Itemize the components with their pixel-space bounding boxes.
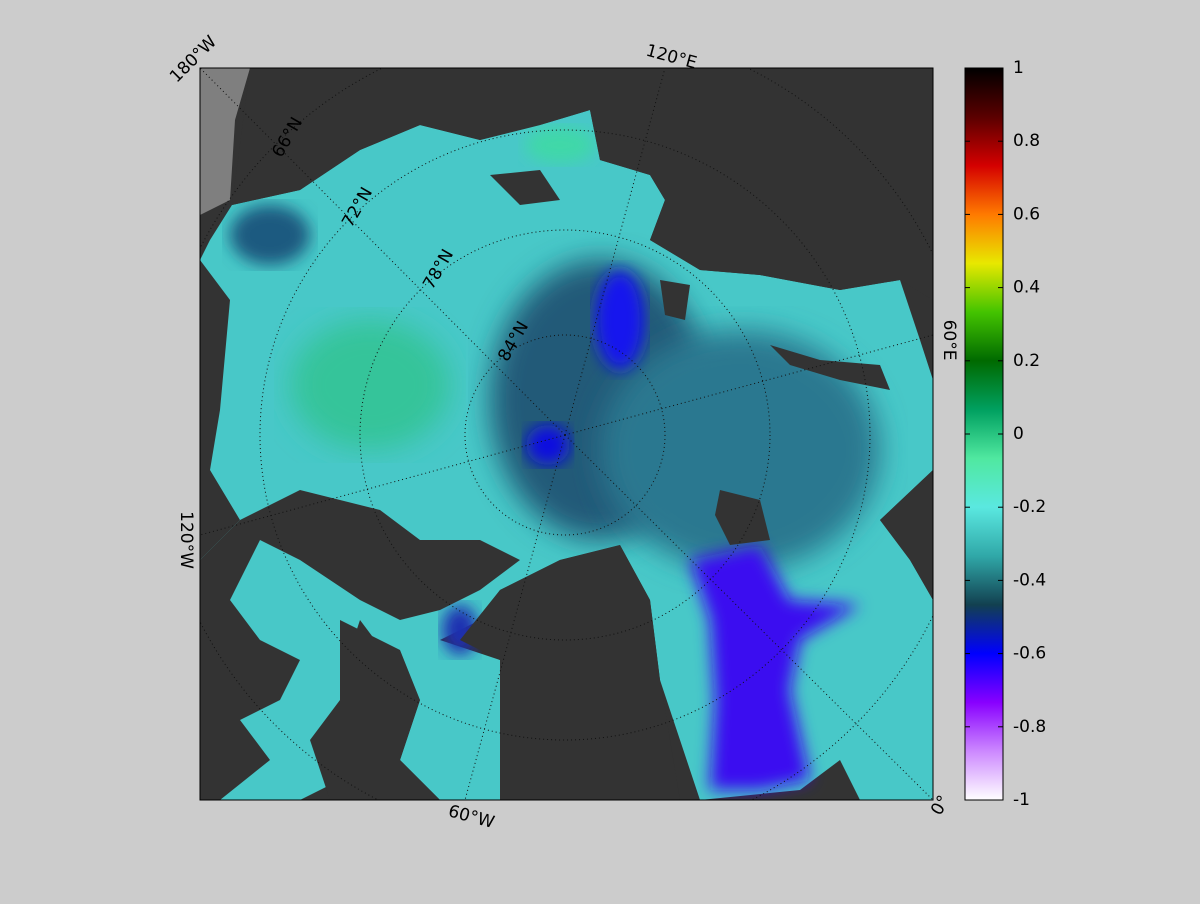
colorbar-tick-label: -0.4 (1013, 570, 1046, 590)
map (200, 68, 933, 800)
lon-label: 120°W (176, 511, 196, 569)
lon-label: 60°E (939, 320, 959, 361)
ocean-field (200, 110, 933, 800)
colorbar-ticks: -1 -0.8 -0.6 -0.4 -0.2 0 0.2 0.4 0.6 0.8 1 (965, 58, 1046, 810)
colorbar-tick-label: 0.2 (1013, 351, 1040, 371)
colorbar-tick-label: -1 (1013, 790, 1030, 810)
colorbar-tick-label: -0.8 (1013, 717, 1046, 737)
colorbar-tick-label: 0.4 (1013, 278, 1040, 298)
colorbar-tick-label: 0.6 (1013, 204, 1040, 224)
colorbar-tick-label: 1 (1013, 58, 1024, 78)
colorbar-tick-label: -0.6 (1013, 644, 1046, 664)
colorbar (964, 67, 1004, 801)
no-data (200, 68, 250, 215)
map-frame (199, 67, 934, 801)
colorbar-tick-label: -0.2 (1013, 497, 1046, 517)
graticule (200, 68, 933, 800)
lon-label: 60°W (446, 801, 497, 833)
colorbar-tick-label: 0 (1013, 424, 1024, 444)
land-masses (200, 68, 933, 800)
colorbar-tick-label: 0.8 (1013, 131, 1040, 151)
